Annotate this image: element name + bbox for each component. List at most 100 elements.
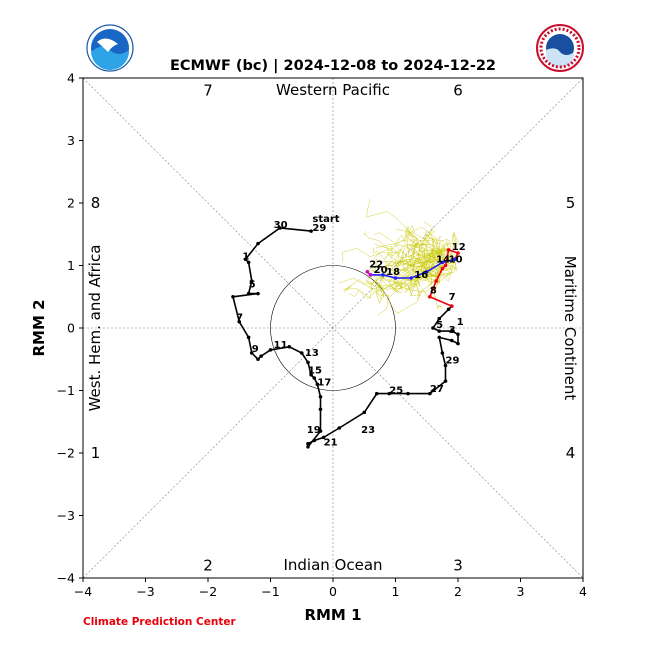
y-tick-label: 3 [67,133,75,148]
ensemble-member-line [349,271,440,300]
ensemble-member-line [375,277,424,316]
ensemble-member-line [386,249,457,271]
track-point [256,291,260,296]
day-label: 1 [457,317,464,328]
track-point [306,441,310,446]
phase-label: 3 [453,557,463,575]
x-tick-label: 3 [517,584,525,599]
phase-label: 7 [203,82,213,100]
track-point [431,326,435,330]
track-point [287,344,292,349]
ensemble-member-line [414,247,452,276]
track-point [315,382,320,387]
day-label: 16 [414,270,428,281]
track-point [365,269,370,274]
day-label: start [312,214,339,225]
track-point [312,376,317,380]
ensemble-members [339,198,460,316]
ensemble-member-line [427,238,452,286]
day-label: 20 [374,265,388,276]
phase-label: 5 [566,194,576,212]
phase-label: 4 [566,444,576,462]
day-label: 17 [317,378,331,389]
track-point [337,426,342,430]
track-point [437,316,442,321]
track-point [453,257,457,262]
ensemble-member-line [372,247,426,265]
ensemble-member-line [344,265,443,297]
track-point [309,373,313,377]
x-tick-label: 1 [392,584,400,599]
region-indian-ocean: Indian Ocean [283,556,382,574]
track-point [368,273,373,277]
x-tick-label: −4 [74,584,92,599]
day-label: 25 [389,386,403,397]
day-label: 30 [274,220,288,231]
y-tick-label: −4 [57,571,75,586]
day-label: 19 [307,425,321,436]
ensemble-member-line [365,261,424,286]
track-point [268,348,273,352]
day-label: 5 [436,320,443,331]
track-point [440,260,445,265]
track-point [406,391,410,396]
day-label: 12 [452,242,466,253]
y-tick-label: 4 [67,71,75,86]
ensemble-member-line [407,243,440,278]
x-tick-label: 0 [329,584,337,599]
track-point [259,354,263,358]
ensemble-member-line [363,230,436,259]
day-label: 7 [236,313,243,324]
x-tick-label: 2 [454,584,462,599]
track-point [306,360,310,365]
track-point [446,248,451,252]
region-western-pacific: Western Pacific [276,81,390,99]
track-point [374,391,379,396]
ensemble-member-line [387,246,449,314]
region-west-hem-africa: West. Hem. and Africa [86,245,104,412]
ensemble-member-line [374,239,437,272]
day-label: 8 [430,286,437,297]
track-point [318,394,323,399]
track-point [309,229,313,233]
track-point [434,279,438,283]
noaa-logo [86,24,134,72]
track-point [440,351,445,355]
y-tick-label: −1 [57,383,75,398]
ensemble-member-line [373,264,434,298]
track-point [428,391,432,396]
day-label: 7 [449,292,456,303]
ensemble-member-line [388,261,457,285]
track-point [278,226,282,230]
x-tick-label: 4 [579,584,587,599]
phase-label: 1 [91,444,101,462]
day-label: 15 [308,366,322,377]
region-maritime-continent: Maritime Continent [561,256,579,401]
day-label: 22 [369,259,383,270]
x-tick-label: −2 [199,584,217,599]
ensemble-member-line [448,232,460,270]
track-point [299,351,304,355]
day-label: 14 [436,254,450,265]
unit-circle [270,265,396,391]
day-label: 21 [324,438,338,449]
track-point [243,257,248,262]
phase-label: 6 [453,82,463,100]
track-point [246,291,251,296]
track-point [449,338,454,343]
track-point [249,279,254,283]
day-label: 23 [361,425,375,436]
track-point [449,304,454,308]
day-label: 9 [252,344,259,355]
track-point [449,329,454,333]
ensemble-member-line [402,253,436,274]
track-point [318,407,323,412]
phase-label: 2 [203,557,213,575]
ensemble-member-line [366,198,449,257]
y-tick-label: 2 [67,196,75,211]
phase-label: 8 [91,194,101,212]
day-label: 29 [446,356,460,367]
track-point [306,444,310,449]
